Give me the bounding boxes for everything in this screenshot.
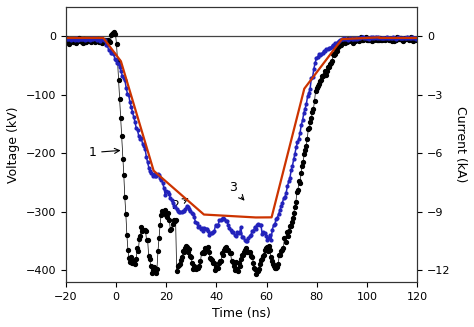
Text: 1: 1 [88,146,119,159]
Text: 2: 2 [171,199,188,212]
Text: 3: 3 [229,181,244,200]
Y-axis label: Voltage (kV): Voltage (kV) [7,106,20,182]
Y-axis label: Current (kA): Current (kA) [454,106,467,182]
X-axis label: Time (ns): Time (ns) [212,307,271,320]
